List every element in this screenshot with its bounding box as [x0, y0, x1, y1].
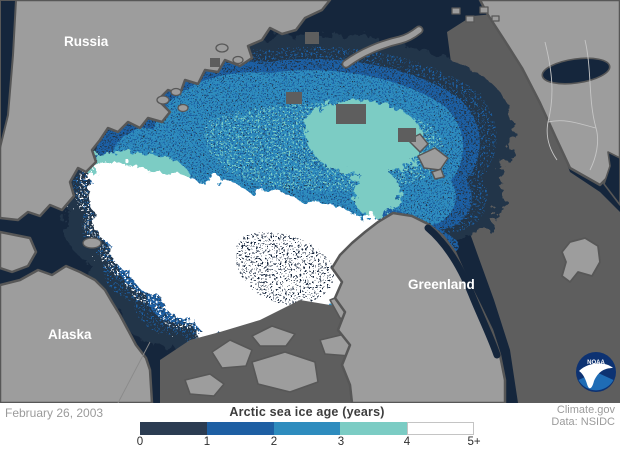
iceland	[561, 237, 601, 283]
noaa-seagull-icon	[579, 363, 613, 389]
greenland-landmass	[330, 211, 507, 403]
label-greenland: Greenland	[408, 277, 475, 292]
legend-segment-1-2	[206, 422, 274, 435]
white-sea	[541, 57, 611, 85]
legend-tick-5plus: 5+	[467, 436, 481, 448]
scandinavia-landmass	[478, 0, 620, 187]
legend-tick-4: 4	[403, 436, 411, 448]
country-border-lines	[544, 39, 599, 171]
noaa-logo: NOAA	[576, 352, 616, 392]
legend-colorbar	[140, 422, 474, 435]
label-russia: Russia	[64, 34, 109, 49]
alaska-canada-border-line	[117, 341, 151, 403]
alaska-landmass	[0, 264, 154, 403]
top-left-sea-inlet	[0, 0, 17, 149]
figure-footer: February 26, 2003 Arctic sea ice age (ye…	[0, 403, 620, 450]
legend-tick-2: 2	[270, 436, 278, 448]
ice-franz-josef-speckle	[428, 81, 489, 118]
svalbard-islands	[407, 133, 449, 180]
arctic-sea-ice-map-svg: Russia Alaska Greenland NOAA	[0, 0, 620, 403]
legend-tick-1: 1	[203, 436, 211, 448]
legend-segment-0-1	[140, 422, 207, 435]
legend-title: Arctic sea ice age (years)	[229, 405, 385, 419]
baltic-gulf	[603, 151, 620, 206]
credit-data-source: Data: NSIDC	[551, 415, 615, 428]
legend-tick-3: 3	[337, 436, 345, 448]
ice-core-navy-holes	[236, 232, 334, 305]
chukotka-landmass	[0, 230, 38, 274]
small-arctic-islands	[82, 6, 500, 249]
legend-segment-3-4	[340, 422, 408, 435]
russia-landmass	[0, 0, 332, 222]
legend-tick-0: 0	[136, 436, 144, 448]
credits: Climate.gov Data: NSIDC	[551, 404, 615, 428]
label-alaska: Alaska	[48, 327, 92, 342]
noaa-logo-text: NOAA	[587, 360, 605, 366]
landmasses	[0, 0, 620, 403]
gray-mask-patches	[210, 32, 416, 142]
legend-segment-2-3	[273, 422, 341, 435]
place-labels: Russia Alaska Greenland	[48, 34, 475, 342]
novaya-zemlya	[343, 27, 422, 67]
date-label: February 26, 2003	[5, 406, 104, 420]
ne-greenland-coastal-water	[424, 224, 501, 359]
arctic-map: Russia Alaska Greenland NOAA	[0, 0, 620, 403]
legend-segment-4-5plus	[407, 422, 474, 435]
credit-climate-gov: Climate.gov	[556, 404, 615, 416]
